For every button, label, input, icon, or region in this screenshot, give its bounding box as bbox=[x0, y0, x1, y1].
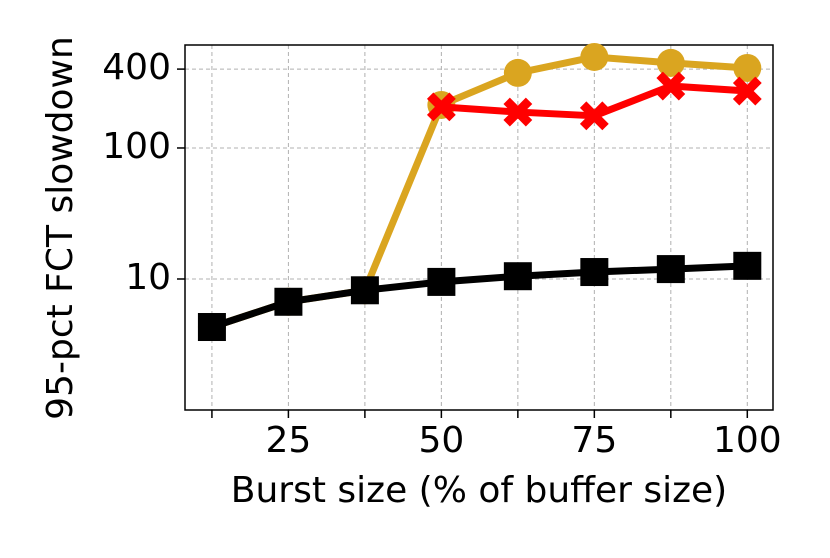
x-tick-label: 25 bbox=[265, 420, 311, 461]
y-axis-label: 95-pct FCT slowdown bbox=[40, 36, 81, 420]
marker bbox=[733, 53, 762, 82]
plot-frame bbox=[184, 44, 774, 411]
marker bbox=[733, 251, 762, 280]
x-tick-label: 100 bbox=[713, 420, 782, 461]
x-axis-label: Burst size (% of buffer size) bbox=[231, 470, 727, 511]
y-tick-label: 100 bbox=[102, 126, 171, 167]
marker bbox=[732, 76, 762, 106]
marker bbox=[503, 58, 532, 87]
marker bbox=[580, 42, 609, 71]
marker bbox=[580, 258, 609, 287]
y-tick-label: 400 bbox=[102, 47, 171, 88]
marker bbox=[656, 48, 685, 77]
marker bbox=[503, 262, 532, 291]
marker bbox=[274, 287, 303, 316]
marker bbox=[426, 92, 456, 122]
y-tick-label: 10 bbox=[125, 257, 171, 298]
marker bbox=[427, 267, 456, 296]
marker bbox=[656, 255, 685, 284]
x-tick-label: 50 bbox=[418, 420, 464, 461]
marker bbox=[579, 101, 609, 131]
marker bbox=[350, 276, 379, 305]
marker bbox=[197, 313, 226, 342]
marker bbox=[503, 97, 533, 127]
x-tick-label: 75 bbox=[571, 420, 617, 461]
series-line bbox=[210, 53, 748, 331]
marker bbox=[656, 71, 686, 101]
